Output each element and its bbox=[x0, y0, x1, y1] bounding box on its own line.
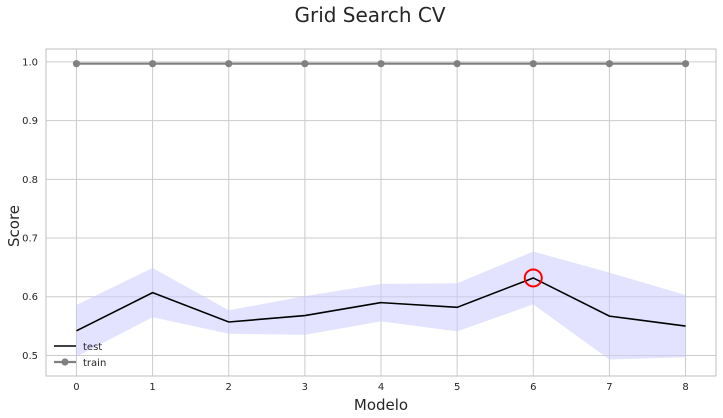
train-point bbox=[605, 60, 614, 68]
train-point bbox=[148, 60, 157, 68]
x-axis-label: Modelo bbox=[354, 396, 408, 414]
train-point bbox=[72, 60, 81, 68]
x-tick-label: 7 bbox=[606, 382, 612, 393]
best-score-marker bbox=[523, 268, 543, 288]
tick-labels: 0 1 2 3 4 5 6 7 8 0.5 0.6 0.7 0.8 0.9 1.0 bbox=[22, 57, 689, 393]
x-tick-label: 6 bbox=[530, 382, 536, 393]
y-tick-label: 0.9 bbox=[22, 116, 38, 127]
x-tick-label: 2 bbox=[226, 382, 232, 393]
x-tick-label: 3 bbox=[302, 382, 308, 393]
legend-test-label: test bbox=[83, 342, 102, 353]
chart-title: Grid Search CV bbox=[294, 3, 445, 27]
legend-train-marker bbox=[61, 358, 69, 366]
x-tick-label: 5 bbox=[454, 382, 460, 393]
train-point bbox=[529, 60, 537, 68]
train-point bbox=[301, 60, 309, 68]
train-point bbox=[681, 60, 690, 68]
y-tick-label: 0.8 bbox=[22, 175, 38, 186]
legend: test train bbox=[54, 342, 106, 369]
plot-area-frame bbox=[45, 48, 717, 377]
train-point bbox=[453, 60, 461, 68]
train-point bbox=[225, 60, 233, 68]
y-axis-label: Score bbox=[5, 205, 23, 247]
y-tick-label: 1.0 bbox=[22, 57, 38, 68]
x-tick-label: 1 bbox=[149, 382, 155, 393]
y-tick-label: 0.7 bbox=[22, 234, 38, 245]
x-tick-label: 0 bbox=[73, 382, 79, 393]
y-tick-label: 0.5 bbox=[22, 351, 38, 362]
legend-train-label: train bbox=[83, 358, 106, 369]
x-tick-label: 4 bbox=[378, 382, 384, 393]
y-tick-label: 0.6 bbox=[22, 292, 38, 303]
train-point bbox=[377, 60, 385, 68]
test-line bbox=[76, 277, 686, 332]
series-layer bbox=[72, 60, 690, 332]
x-tick-label: 8 bbox=[682, 382, 688, 393]
